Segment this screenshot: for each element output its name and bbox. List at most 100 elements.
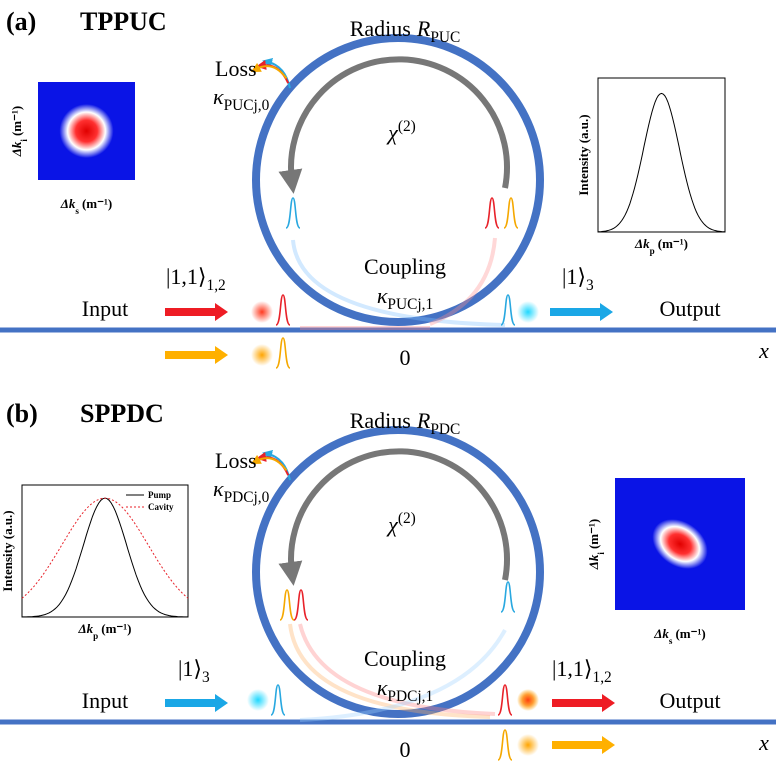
input-state-part: 1,2	[207, 277, 226, 294]
input-state-part: |1⟩	[178, 656, 202, 681]
spectrum-y-label: Intensity (a.u.)	[576, 114, 591, 195]
nonlinearity: χ(2)	[386, 118, 416, 145]
pulse	[504, 198, 518, 228]
figure: (a)TPPUCRadiusRPUCLossκPUCj,0χ(2)Couplin…	[0, 0, 776, 767]
nonlinearity-part: (2)	[398, 118, 416, 135]
axis-label-part: x	[758, 730, 769, 755]
loss-rate: κPDCj,0	[213, 476, 270, 506]
block-arrow	[165, 303, 228, 321]
radius-label-part: R	[416, 408, 431, 433]
input-state-part: |1,1⟩	[166, 264, 207, 289]
joint-y-label-part: i	[19, 139, 29, 142]
coupling-rate: κPUCj,1	[377, 283, 433, 313]
pulse	[286, 198, 300, 228]
legend-entry: Cavity	[148, 502, 174, 512]
loss-rate-part: κ	[213, 476, 224, 501]
block-arrow	[165, 694, 228, 712]
input-state: |1⟩3	[178, 656, 210, 686]
panel-title: SPPDC	[80, 399, 164, 428]
joint-y-label-part: i	[596, 552, 606, 555]
legend-entry-part: Pump	[148, 490, 171, 500]
spectrum-x-label-part: Δk	[634, 236, 650, 251]
legend-entry-part: Cavity	[148, 502, 174, 512]
panel-title-part: TPPUC	[80, 7, 167, 36]
coupling-label: Coupling	[364, 254, 446, 279]
joint-x-label-part: (m⁻¹)	[82, 196, 112, 211]
loss-arrow	[256, 66, 286, 78]
input-state-part: 3	[202, 669, 210, 686]
loss-rate-part: PDCj,0	[224, 489, 270, 506]
panel-label: (a)	[6, 7, 36, 36]
panel-title: TPPUC	[80, 7, 167, 36]
origin-label: 0	[400, 345, 411, 370]
radius-label-part: Radius	[350, 16, 411, 41]
spectrum-y-label: Intensity (a.u.)	[0, 510, 15, 591]
loss-label-part: Loss	[215, 56, 257, 81]
input-label: Input	[82, 296, 128, 321]
spectrum-x-label: Δkp(m⁻¹)	[634, 236, 688, 256]
spectrum-x-label-part: Δk	[78, 621, 94, 636]
spectrum-y-label-part: Intensity (a.u.)	[576, 114, 591, 195]
ring-resonator	[256, 430, 540, 714]
coupling-label-part: Coupling	[364, 254, 446, 279]
panel-label: (b)	[6, 399, 38, 428]
panel-label-part: (a)	[6, 7, 36, 36]
loss-label-part: Loss	[215, 448, 257, 473]
output-label-part: Output	[659, 688, 720, 713]
radius-label-part: PDC	[430, 421, 460, 438]
nonlinearity-part: (2)	[398, 510, 416, 527]
coupling-rate-part: κ	[377, 283, 388, 308]
loss-label: Loss	[215, 56, 257, 81]
pulse	[498, 730, 512, 760]
joint-y-label-part: Δk	[586, 554, 601, 570]
input-state: |1,1⟩1,2	[166, 264, 226, 294]
photon-glow	[247, 689, 269, 711]
spectrum-x-label-part: p	[650, 246, 655, 256]
radius-label-part: R	[416, 16, 431, 41]
joint-x-label-part: Δk	[653, 626, 669, 641]
loss-rate-part: PUCj,0	[224, 97, 270, 114]
photon-trail	[430, 238, 495, 324]
joint-y-label: Δki (m⁻¹)	[586, 519, 606, 570]
radius-label-part: Radius	[350, 408, 411, 433]
axis-label: x	[758, 730, 769, 755]
joint-x-label-part: Δk	[60, 196, 76, 211]
spectrum-x-label-part: p	[93, 631, 98, 641]
photon-glow	[251, 344, 273, 366]
joint-x-label-part: (m⁻¹)	[675, 626, 705, 641]
block-arrow	[552, 736, 615, 754]
coupling-rate-part: PDCj,1	[387, 688, 433, 705]
spectrum-y-label-part: Intensity (a.u.)	[0, 510, 15, 591]
pulse	[276, 295, 290, 325]
ring-resonator	[256, 38, 540, 322]
panel-label-part: (b)	[6, 399, 38, 428]
coupling-label-part: Coupling	[364, 646, 446, 671]
input-label-part: Input	[82, 296, 128, 321]
output-state-part: 1,2	[593, 669, 612, 686]
coupling-label: Coupling	[364, 646, 446, 671]
output-label-part: Output	[659, 296, 720, 321]
spectrum-x-label: Δkp(m⁻¹)	[78, 621, 132, 641]
output-state: |1⟩3	[562, 264, 594, 294]
pulse	[294, 590, 308, 620]
coupling-rate-part: PUCj,1	[387, 296, 433, 313]
loss-label: Loss	[215, 448, 257, 473]
joint-spectrum-peak	[60, 104, 114, 158]
joint-x-label-part: s	[669, 636, 673, 646]
pulse	[498, 685, 512, 715]
axis-label: x	[758, 338, 769, 363]
photon-glow	[517, 689, 539, 711]
panel-title-part: SPPDC	[80, 399, 164, 428]
input-label: Input	[82, 688, 128, 713]
joint-x-label: Δks(m⁻¹)	[60, 196, 112, 216]
legend-entry: Pump	[148, 490, 171, 500]
joint-x-label-part: s	[75, 206, 79, 216]
output-state-part: |1⟩	[562, 264, 586, 289]
joint-y-label-part: (m⁻¹)	[586, 519, 601, 549]
joint-y-label-part: (m⁻¹)	[9, 106, 24, 136]
pulse	[485, 198, 499, 228]
origin-label: 0	[400, 737, 411, 762]
loss-rate: κPUCj,0	[213, 84, 270, 114]
origin-label-part: 0	[400, 345, 411, 370]
output-state-part: |1,1⟩	[552, 656, 593, 681]
